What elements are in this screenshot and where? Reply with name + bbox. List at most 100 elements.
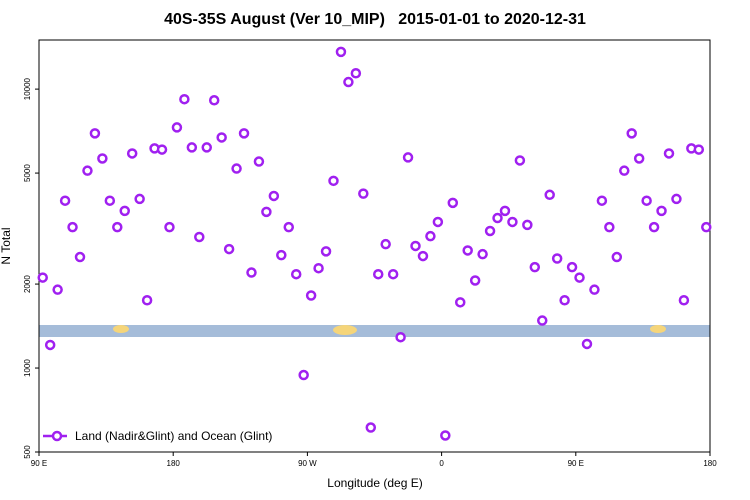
point	[276, 249, 287, 261]
x-tick-label: 90 W	[298, 459, 317, 468]
point	[216, 132, 227, 143]
point	[380, 238, 391, 250]
point	[701, 221, 712, 233]
point	[529, 261, 541, 273]
point	[514, 155, 526, 166]
plot-frame	[38, 39, 711, 453]
point	[544, 189, 555, 201]
point	[648, 221, 660, 233]
point	[633, 153, 645, 164]
point	[484, 225, 496, 237]
point	[134, 193, 145, 205]
point	[67, 221, 78, 233]
point	[253, 156, 265, 167]
point	[186, 142, 198, 153]
chart-title: 40S-35S August (Ver 10_MIP) 2015-01-01 t…	[164, 11, 586, 28]
x-tick-label: 0	[439, 459, 444, 468]
point	[611, 251, 623, 263]
point	[499, 205, 511, 217]
point	[522, 219, 533, 231]
point	[693, 144, 705, 155]
point	[82, 165, 93, 176]
y-axis-label: N Total	[0, 227, 13, 264]
point	[656, 205, 667, 217]
point	[604, 221, 615, 233]
point	[171, 122, 183, 133]
point	[365, 422, 377, 433]
point	[462, 245, 473, 256]
point	[89, 128, 101, 139]
point	[156, 144, 168, 155]
point	[447, 197, 459, 209]
point	[417, 250, 429, 262]
y-tick-label: 1000	[23, 359, 32, 377]
point	[402, 152, 414, 163]
x-axis-label: Longitude (deg E)	[327, 476, 422, 490]
point	[313, 262, 324, 274]
point	[238, 128, 250, 139]
point	[141, 294, 153, 306]
point	[492, 212, 503, 224]
point	[74, 251, 86, 263]
land-blob	[113, 325, 129, 333]
point	[298, 369, 309, 381]
y-tick-label: 2000	[23, 275, 32, 293]
point	[283, 221, 295, 233]
point	[537, 315, 548, 326]
x-tick-label: 180	[703, 459, 717, 468]
point	[37, 272, 48, 283]
point	[335, 46, 347, 58]
point	[626, 128, 637, 139]
point	[358, 188, 369, 199]
point	[126, 148, 138, 159]
point	[320, 246, 332, 257]
point	[454, 297, 466, 308]
point	[112, 221, 123, 233]
point	[589, 284, 600, 295]
point	[596, 195, 608, 206]
point	[551, 253, 563, 264]
point	[179, 93, 190, 105]
point	[164, 221, 175, 233]
point	[290, 268, 302, 280]
point	[432, 216, 444, 228]
y-tick-label: 500	[23, 445, 32, 459]
point	[469, 275, 481, 286]
y-tick-label: 10000	[23, 77, 32, 100]
point	[231, 163, 242, 174]
point	[59, 195, 71, 206]
point	[566, 261, 578, 273]
y-tick-label: 5000	[23, 164, 32, 182]
land-blob	[333, 325, 357, 335]
point	[44, 339, 56, 351]
point	[372, 268, 384, 280]
point	[201, 142, 212, 153]
point	[395, 331, 406, 343]
point	[574, 272, 585, 283]
land-blob	[650, 325, 666, 333]
point	[440, 430, 451, 441]
point	[507, 216, 518, 228]
point	[350, 67, 362, 79]
point	[425, 230, 436, 242]
legend-marker	[51, 430, 63, 442]
legend-label: Land (Nadir&Glint) and Ocean (Glint)	[75, 429, 272, 443]
x-tick-label: 90 E	[31, 459, 47, 468]
point	[305, 290, 317, 301]
point	[641, 195, 652, 206]
x-tick-label: 180	[167, 459, 181, 468]
x-tick-label: 90 E	[568, 459, 584, 468]
point	[619, 165, 630, 176]
point	[328, 175, 339, 187]
point	[223, 243, 235, 255]
point	[246, 267, 257, 278]
point	[268, 190, 280, 202]
point	[477, 248, 488, 260]
point	[671, 193, 682, 205]
point	[261, 206, 272, 218]
point	[97, 153, 108, 164]
point	[52, 284, 63, 295]
point	[663, 148, 675, 159]
point	[678, 294, 690, 306]
